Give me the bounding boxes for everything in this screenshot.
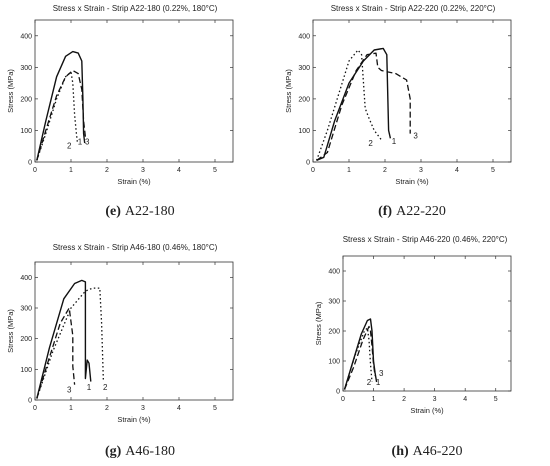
y-tick-label: 200 xyxy=(20,336,32,343)
x-tick-label: 4 xyxy=(177,405,181,412)
panel-caption: (e) A22-180 xyxy=(105,204,174,219)
y-tick-label: 300 xyxy=(298,65,310,72)
chart-title: Stress x Strain - Strip A46-180 (0.46%, … xyxy=(53,243,218,252)
series-label-2: 2 xyxy=(67,142,72,151)
caption-text: A22-180 xyxy=(125,204,175,219)
y-tick-label: 100 xyxy=(20,367,32,374)
x-tick-label: 0 xyxy=(311,167,315,174)
series-label-1: 1 xyxy=(376,378,381,387)
y-tick-label: 0 xyxy=(28,160,32,167)
series-label-2: 2 xyxy=(103,383,108,392)
y-axis-label: Stress (MPa) xyxy=(6,309,15,353)
x-tick-label: 1 xyxy=(69,405,73,412)
series-label-3: 3 xyxy=(379,369,384,378)
series-line-1 xyxy=(36,279,92,399)
x-tick-label: 5 xyxy=(213,405,217,412)
x-tick-label: 5 xyxy=(494,396,498,403)
series-label-1: 1 xyxy=(392,137,397,146)
panel-caption: (f) A22-220 xyxy=(378,204,446,219)
x-tick-label: 0 xyxy=(33,167,37,174)
x-tick-label: 3 xyxy=(433,396,437,403)
x-tick-label: 3 xyxy=(141,167,145,174)
x-axis-label: Strain (%) xyxy=(410,406,444,415)
series-line-2 xyxy=(36,71,79,161)
x-tick-label: 2 xyxy=(105,405,109,412)
x-tick-label: 1 xyxy=(372,396,376,403)
x-tick-label: 5 xyxy=(491,167,495,174)
plot-frame xyxy=(34,261,234,401)
x-tick-label: 0 xyxy=(341,396,345,403)
y-tick-label: 400 xyxy=(20,275,32,282)
series-label-2: 2 xyxy=(368,139,373,148)
y-axis-label: Stress (MPa) xyxy=(314,301,323,345)
series-label-2: 2 xyxy=(367,378,372,387)
x-tick-label: 4 xyxy=(455,167,459,174)
x-axis-label: Strain (%) xyxy=(117,177,151,186)
y-tick-label: 300 xyxy=(328,299,340,306)
caption-text: A46-180 xyxy=(125,444,175,459)
y-tick-label: 0 xyxy=(306,160,310,167)
series-line-3 xyxy=(343,325,376,390)
series-label-1: 1 xyxy=(87,383,92,392)
series-line-1 xyxy=(316,47,392,162)
y-tick-label: 400 xyxy=(298,33,310,40)
chart-panel-e: Stress x Strain - Strip A22-180 (0.22%, … xyxy=(6,4,234,219)
chart-panel-f: Stress x Strain - Strip A22-220 (0.22%, … xyxy=(284,4,512,219)
y-tick-label: 200 xyxy=(298,96,310,103)
series-label-3: 3 xyxy=(413,131,418,140)
x-tick-label: 4 xyxy=(177,167,181,174)
caption-text: A46-220 xyxy=(413,444,463,459)
y-tick-label: 100 xyxy=(328,359,340,366)
y-axis-label: Stress (MPa) xyxy=(284,69,293,113)
chart-panel-h: Stress x Strain - Strip A46-220 (0.46%, … xyxy=(314,235,512,459)
plot-frame xyxy=(34,19,234,163)
y-tick-label: 200 xyxy=(20,96,32,103)
caption-letter: (e) xyxy=(105,204,121,219)
plot-frame xyxy=(312,19,512,163)
series-label-3: 3 xyxy=(67,385,72,394)
y-tick-label: 100 xyxy=(298,128,310,135)
caption-letter: (f) xyxy=(378,204,392,219)
y-tick-label: 0 xyxy=(336,389,340,396)
series-line-3 xyxy=(36,307,76,399)
x-tick-label: 4 xyxy=(463,396,467,403)
series-line-3 xyxy=(316,52,411,161)
x-tick-label: 1 xyxy=(69,167,73,174)
y-tick-label: 300 xyxy=(20,65,32,72)
chart-panel-g: Stress x Strain - Strip A46-180 (0.46%, … xyxy=(6,243,234,459)
x-tick-label: 2 xyxy=(105,167,109,174)
caption-letter: (h) xyxy=(392,444,409,459)
caption-text: A22-220 xyxy=(396,204,446,219)
chart-title: Stress x Strain - Strip A22-180 (0.22%, … xyxy=(53,4,218,13)
series-line-3 xyxy=(36,69,87,161)
x-tick-label: 3 xyxy=(141,405,145,412)
y-tick-label: 400 xyxy=(328,269,340,276)
caption-letter: (g) xyxy=(105,444,122,459)
series-line-2 xyxy=(36,287,105,399)
series-label-1: 1 xyxy=(78,138,83,147)
chart-title: Stress x Strain - Strip A22-220 (0.22%, … xyxy=(331,4,496,13)
panel-caption: (h) A46-220 xyxy=(392,444,463,459)
x-tick-label: 5 xyxy=(213,167,217,174)
plot-frame xyxy=(342,255,512,392)
x-axis-label: Strain (%) xyxy=(117,415,151,424)
panel-caption: (g) A46-180 xyxy=(105,444,175,459)
y-tick-label: 300 xyxy=(20,306,32,313)
series-line-2 xyxy=(343,327,373,390)
y-tick-label: 0 xyxy=(28,398,32,405)
x-tick-label: 2 xyxy=(402,396,406,403)
y-tick-label: 200 xyxy=(328,329,340,336)
x-tick-label: 1 xyxy=(347,167,351,174)
y-tick-label: 100 xyxy=(20,128,32,135)
x-tick-label: 3 xyxy=(419,167,423,174)
y-tick-label: 400 xyxy=(20,33,32,40)
x-tick-label: 2 xyxy=(383,167,387,174)
series-label-3: 3 xyxy=(85,138,90,147)
y-axis-label: Stress (MPa) xyxy=(6,69,15,113)
x-axis-label: Strain (%) xyxy=(395,177,429,186)
chart-title: Stress x Strain - Strip A46-220 (0.46%, … xyxy=(343,235,508,244)
x-tick-label: 0 xyxy=(33,405,37,412)
